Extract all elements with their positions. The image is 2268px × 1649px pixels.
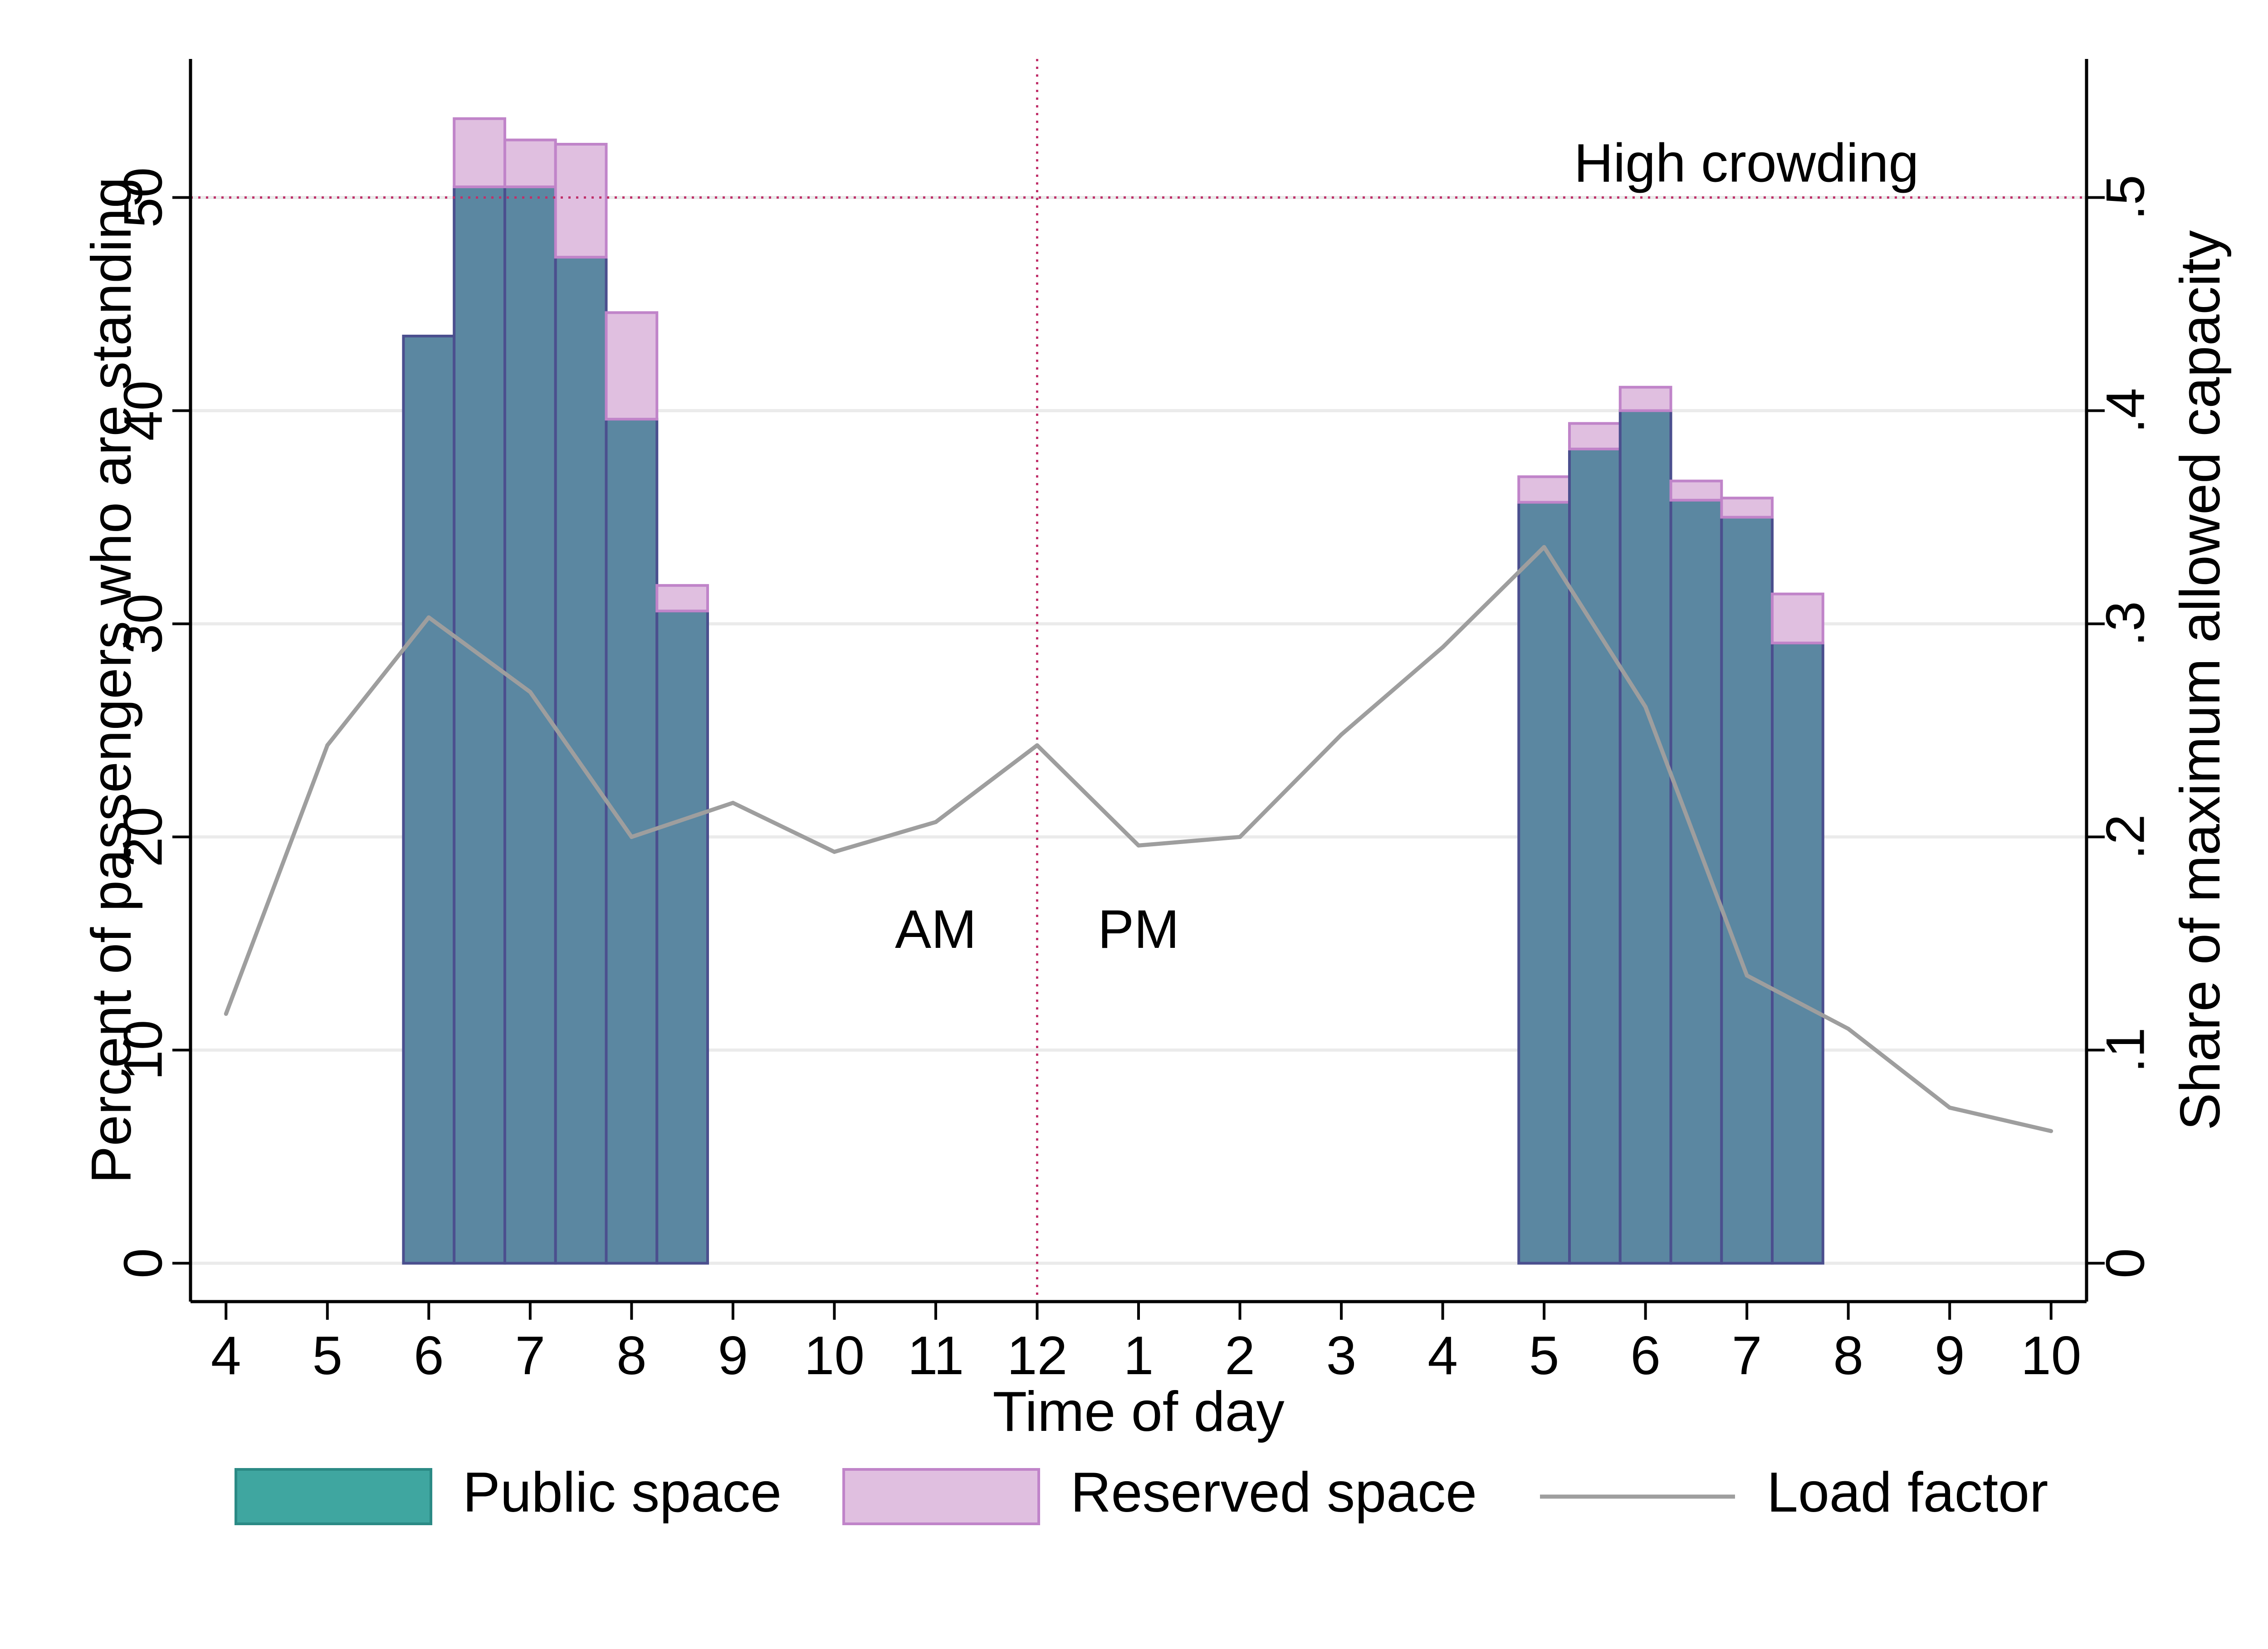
left-tick-label: 30 [113, 594, 174, 654]
axes [172, 59, 2105, 1320]
bar-public-space [1517, 501, 1571, 1265]
x-tick-label: 12 [1007, 1325, 1067, 1386]
high-crowding-label: High crowding [1574, 132, 1919, 193]
load-factor-point [224, 1012, 228, 1016]
right-tick-label: .1 [2095, 1027, 2156, 1073]
x-tick-label: 4 [1427, 1325, 1458, 1386]
bar-reserved-space [655, 584, 709, 613]
left-tick-label: 10 [113, 1020, 174, 1080]
legend-label-reserved-space: Reserved space [1070, 1461, 1477, 1524]
x-tick-label: 4 [211, 1325, 241, 1386]
bar-reserved-space [554, 142, 608, 259]
bar-reserved-space [503, 138, 557, 188]
load-factor-point [934, 820, 938, 824]
bar-public-space [1669, 498, 1723, 1265]
load-factor-point [1339, 732, 1344, 737]
load-factor-point [426, 615, 431, 620]
load-factor-point [731, 800, 735, 805]
bar-reserved-space [1517, 475, 1571, 504]
left-tick-label: 20 [113, 807, 174, 867]
legend-swatch-reserved-space [842, 1468, 1040, 1525]
bar-public-space [402, 334, 456, 1265]
load-factor-line [224, 545, 2053, 1133]
legend-label-public-space: Public space [463, 1461, 782, 1524]
pm-label: PM [1098, 899, 1179, 960]
left-tick-label: 40 [113, 381, 174, 441]
x-tick-label: 9 [718, 1325, 748, 1386]
load-factor-point [528, 690, 533, 694]
x-tick-label: 9 [1935, 1325, 1965, 1386]
x-tick-label: 5 [312, 1325, 342, 1386]
load-factor-point [1035, 743, 1039, 747]
x-tick-label: 6 [414, 1325, 444, 1386]
x-tick-label: 8 [616, 1325, 647, 1386]
right-tick-label: 0 [2095, 1248, 2156, 1278]
bar-reserved-space [1720, 497, 1774, 519]
x-tick-label: 10 [2021, 1325, 2081, 1386]
bar-public-space [605, 418, 659, 1265]
load-factor-point [1238, 834, 1242, 839]
x-tick-label: 7 [515, 1325, 545, 1386]
x-tick-label: 2 [1225, 1325, 1255, 1386]
right-axis-title: Share of maximum allowed capacity [2169, 230, 2232, 1131]
load-factor-point [832, 849, 836, 854]
bar-reserved-space [1618, 385, 1672, 412]
bar-reserved-space [1771, 592, 1824, 644]
bar-public-space [503, 185, 557, 1265]
x-tick-label: 5 [1529, 1325, 1559, 1386]
load-factor-point [1136, 843, 1141, 848]
x-tick-label: 3 [1326, 1325, 1357, 1386]
load-factor-point [2049, 1129, 2053, 1133]
x-tick-label: 10 [804, 1325, 865, 1386]
legend-label-load-factor: Load factor [1767, 1461, 2048, 1524]
left-tick-label: 0 [113, 1248, 174, 1278]
load-factor-point [1643, 705, 1648, 709]
x-tick-label: 6 [1630, 1325, 1661, 1386]
load-factor-point [629, 834, 634, 839]
x-tick-label: 7 [1732, 1325, 1762, 1386]
bar-reserved-space [453, 117, 506, 188]
load-factor-point [325, 743, 330, 747]
bar-reserved-space [1568, 422, 1622, 451]
load-factor-point [1947, 1105, 1952, 1110]
bar-public-space [554, 256, 608, 1265]
am-label: AM [895, 899, 977, 960]
bar-public-space [453, 185, 506, 1265]
load-factor-point [1441, 645, 1445, 649]
load-factor-point [1542, 545, 1546, 549]
legend-swatch-public-space [235, 1468, 432, 1525]
right-tick-label: .4 [2095, 388, 2156, 433]
x-axis-title: Time of day [992, 1381, 1284, 1443]
x-tick-label: 1 [1124, 1325, 1154, 1386]
right-tick-label: .3 [2095, 601, 2156, 646]
left-axis-title: Percent of passengers who are standing [80, 177, 143, 1184]
bar-public-space [1618, 409, 1672, 1265]
right-tick-label: .5 [2095, 175, 2156, 220]
load-factor-point [1745, 973, 1749, 978]
bar-reserved-space [605, 311, 659, 421]
bar-public-space [1720, 516, 1774, 1265]
bar-public-space [655, 610, 709, 1265]
load-factor-point [1846, 1026, 1851, 1031]
bar-reserved-space [1669, 479, 1723, 502]
legend: Public space Reserved space Load factor [235, 1461, 2048, 1525]
left-tick-label: 50 [113, 167, 174, 228]
right-tick-label: .2 [2095, 814, 2156, 859]
bars [402, 117, 1824, 1265]
x-tick-label: 11 [908, 1325, 964, 1386]
bar-public-space [1568, 448, 1622, 1265]
x-tick-label: 8 [1833, 1325, 1863, 1386]
bar-public-space [1771, 641, 1824, 1265]
